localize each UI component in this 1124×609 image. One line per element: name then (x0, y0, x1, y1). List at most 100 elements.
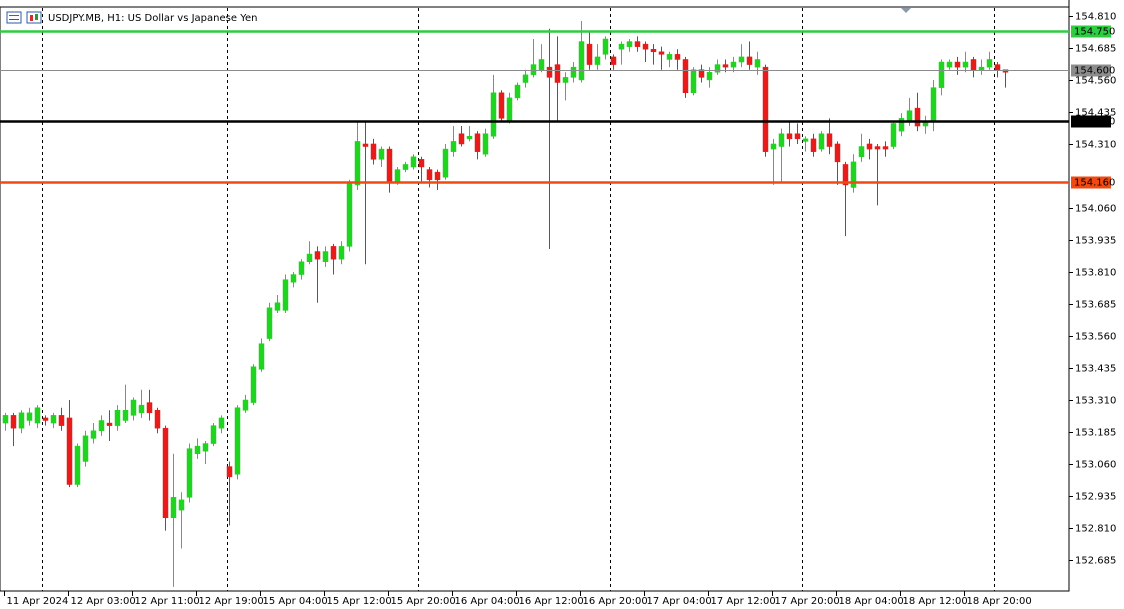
x-tick-label: 15 Apr 20:00 (391, 596, 456, 607)
plot-frame (0, 6, 1070, 592)
candle-body (146, 402, 153, 414)
candle-body (258, 343, 265, 370)
x-tick-label: 12 Apr 03:00 (71, 596, 136, 607)
candle-body (82, 435, 89, 462)
price-level-tag (1071, 176, 1111, 189)
candle-body (762, 66, 769, 152)
candle-body (18, 412, 25, 429)
candle-body (442, 148, 449, 178)
y-tick-label: 152.810 (1075, 524, 1116, 535)
candle-body (834, 143, 841, 163)
candle-body (578, 41, 585, 81)
candle-body (338, 246, 345, 260)
candle-body (842, 164, 849, 186)
price-level-tag (1071, 25, 1111, 38)
price-level-label: 154.750 (1074, 27, 1115, 38)
price-level-tag (1071, 115, 1111, 128)
candle-body (242, 399, 249, 411)
candle-body (282, 279, 289, 311)
candle-body (50, 415, 57, 424)
candle-body (538, 59, 545, 70)
candle-body (890, 123, 897, 147)
candle-body (26, 412, 33, 421)
y-tick-label: 152.935 (1075, 492, 1116, 503)
candle-body (946, 61, 953, 68)
price-level-tag (1071, 64, 1111, 77)
x-tick-label: 16 Apr 04:00 (455, 596, 520, 607)
candle-body (298, 261, 305, 275)
candle-body (122, 410, 129, 421)
candle-body (218, 417, 225, 429)
candle-body (978, 66, 985, 70)
candle-body (346, 182, 353, 247)
x-tick-label: 18 Apr 04:00 (839, 596, 904, 607)
price-level-label: 154.400 (1074, 117, 1115, 128)
candle-body (642, 43, 649, 50)
candle-body (514, 84, 521, 99)
y-tick-label: 153.810 (1075, 268, 1116, 279)
candle-body (386, 148, 393, 183)
candle-body (170, 497, 177, 519)
candle-body (202, 443, 209, 452)
icon-bar (30, 15, 33, 21)
candle-body (754, 59, 761, 68)
candle-body (602, 38, 609, 55)
candle-body (874, 146, 881, 150)
x-tick-label: 16 Apr 20:00 (583, 596, 648, 607)
y-tick-label: 154.060 (1075, 204, 1116, 215)
y-tick-label: 154.560 (1075, 76, 1116, 87)
candle-body (58, 415, 65, 426)
x-tick-label: 11 Apr 2024 (7, 596, 69, 607)
y-tick-label: 153.060 (1075, 460, 1116, 471)
shift-marker (901, 8, 911, 13)
candle-body (698, 69, 705, 78)
candle-body (250, 366, 257, 403)
menu-icon[interactable] (6, 11, 22, 24)
candle-body (138, 404, 145, 414)
candle-body (194, 445, 201, 455)
candle-body (730, 61, 737, 68)
y-tick-label: 153.435 (1075, 364, 1116, 375)
candle-body (586, 43, 593, 65)
candle-body (938, 61, 945, 88)
candle-body (426, 169, 433, 181)
candle-body (594, 56, 601, 65)
candle-body (162, 427, 169, 519)
candle-body (826, 133, 833, 147)
candle-body (210, 425, 217, 444)
candle-body (418, 159, 425, 168)
y-tick-label: 152.685 (1075, 556, 1116, 567)
candle-body (322, 251, 329, 262)
candle-body (570, 66, 577, 78)
candle-body (778, 133, 785, 147)
candle-body (906, 110, 913, 122)
candle-body (626, 41, 633, 47)
chart-icon[interactable] (26, 11, 42, 24)
candle-body (818, 133, 825, 150)
candle-body (650, 48, 657, 53)
candle-body (74, 445, 81, 485)
price-level-label: 154.160 (1074, 178, 1115, 189)
x-tick-label: 15 Apr 12:00 (327, 596, 392, 607)
candle-body (786, 133, 793, 140)
candle-body (378, 148, 385, 160)
x-tick-label: 12 Apr 11:00 (135, 596, 200, 607)
candle-body (178, 499, 185, 511)
candle-body (690, 69, 697, 94)
candle-body (498, 92, 505, 119)
candle-body (618, 43, 625, 50)
candle-body (370, 143, 377, 160)
candle-body (482, 133, 489, 155)
y-tick-label: 154.435 (1075, 108, 1116, 119)
candle-body (810, 138, 817, 152)
y-tick-label: 153.560 (1075, 332, 1116, 343)
candle-body (466, 136, 473, 140)
candle-body (410, 156, 417, 168)
candle-body (562, 77, 569, 83)
candle-body (98, 420, 105, 431)
candle-body (850, 161, 857, 188)
candle-body (722, 64, 729, 68)
y-tick-label: 154.685 (1075, 44, 1116, 55)
header-icons[interactable] (6, 11, 42, 24)
candle-body (506, 97, 513, 122)
